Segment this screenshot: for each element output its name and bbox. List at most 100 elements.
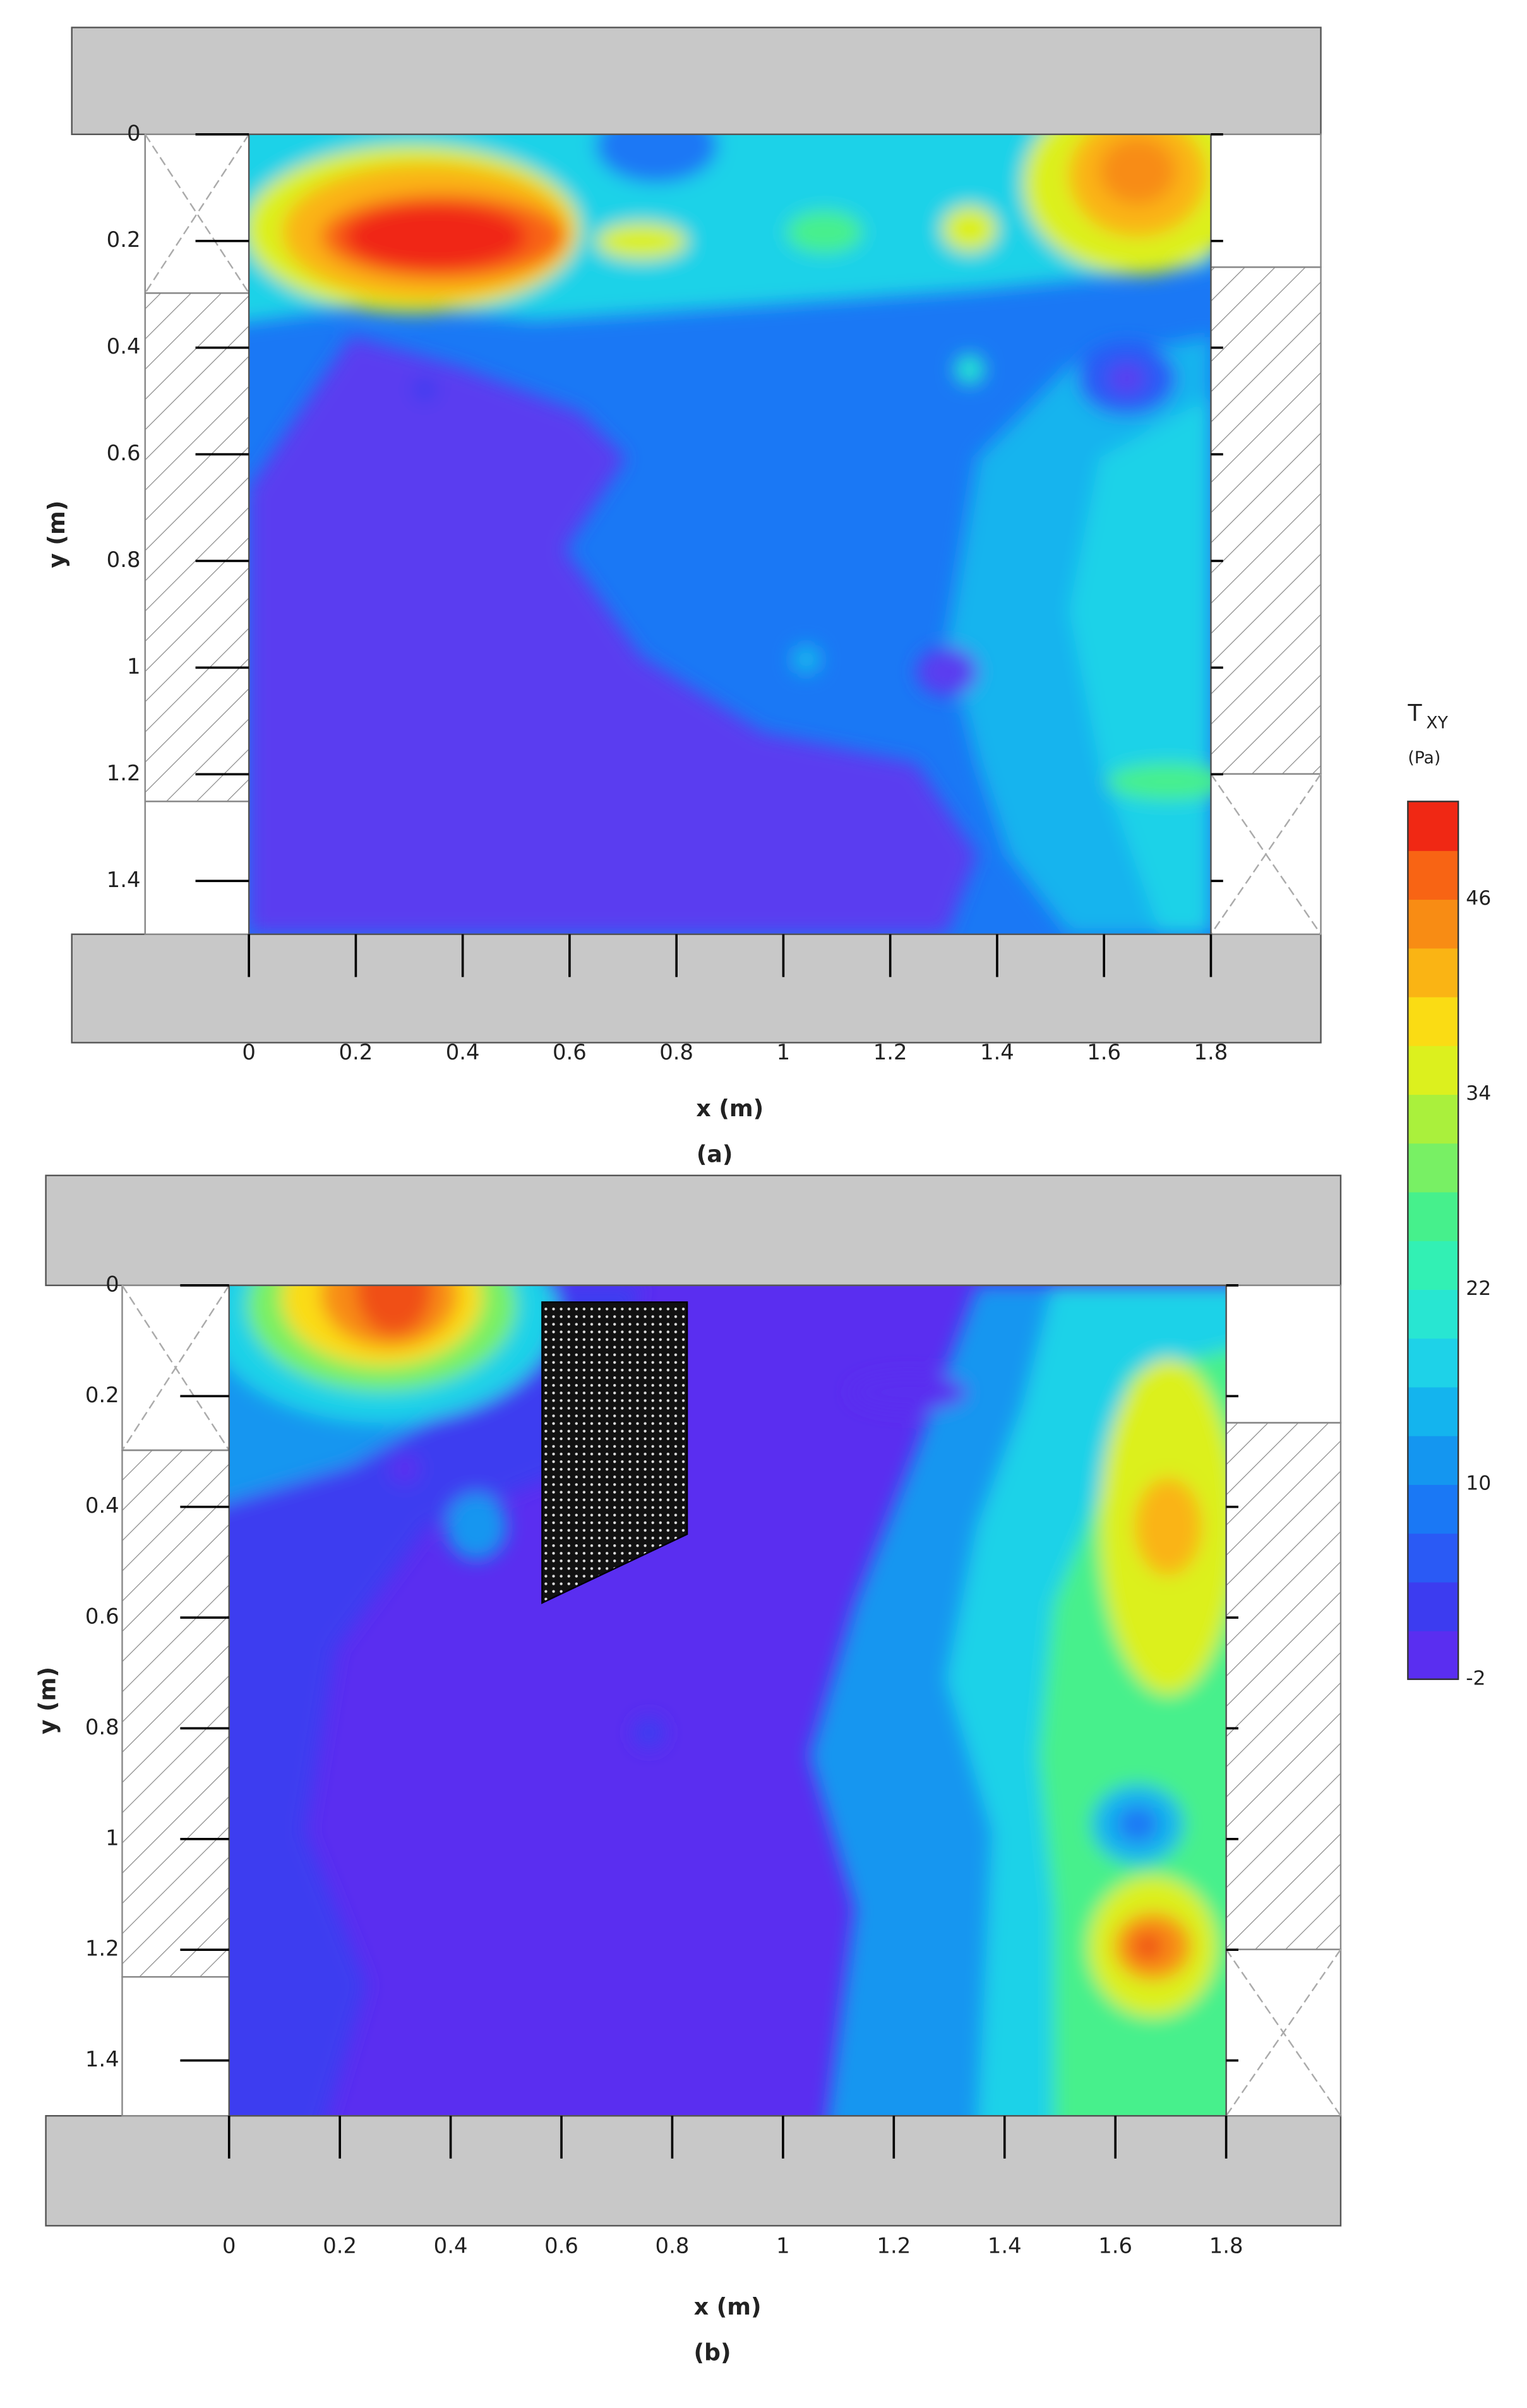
x-axis-title: x (m) — [694, 2293, 762, 2320]
colorbar-band — [1408, 1191, 1459, 1241]
colorbar-band — [1408, 1045, 1459, 1095]
colorbar-band — [1408, 996, 1459, 1046]
shape — [1210, 266, 1322, 775]
shape — [446, 1493, 507, 1561]
y-tick-label: 0.2 — [107, 227, 141, 252]
x-tick-label: 1 — [777, 1040, 791, 1064]
colorbar-band — [1408, 1582, 1459, 1631]
colorbar-tick-label: 10 — [1466, 1472, 1491, 1495]
y-tick-label: 0 — [105, 1272, 119, 1296]
shape — [249, 335, 978, 934]
contour-field-b — [229, 1285, 1226, 2116]
frame-b — [45, 1174, 1342, 2227]
y-tick-label: 0.4 — [107, 334, 141, 359]
colorbar-tick-label: -2 — [1466, 1667, 1485, 1690]
x-tick-label: 1.4 — [988, 2234, 1022, 2258]
colorbar-band — [1408, 1386, 1459, 1436]
y-tick-label: 0.6 — [85, 1604, 119, 1629]
x-tick-label: 1.4 — [980, 1040, 1014, 1064]
colorbar-band — [1408, 1338, 1459, 1388]
x-tick-label: 1 — [776, 2234, 790, 2258]
shape — [596, 223, 688, 260]
colorbar-band — [1408, 1484, 1459, 1534]
colorbar-band — [1408, 1435, 1459, 1485]
colorbar-band — [1408, 898, 1459, 949]
colorbar-band — [1408, 1240, 1459, 1290]
colorbar-border — [1407, 801, 1459, 1680]
x-tick-label: 1.2 — [877, 2234, 911, 2258]
shape: T — [1407, 700, 1422, 727]
x-tick-label: 0.6 — [544, 2234, 578, 2258]
shape — [1108, 363, 1146, 394]
shape — [633, 1717, 664, 1748]
shape — [121, 1449, 230, 1978]
frame-a — [71, 27, 1322, 1044]
colorbar-band — [1408, 850, 1459, 900]
colorbar-tick-label: 46 — [1466, 887, 1491, 910]
shape — [1210, 773, 1322, 935]
colorbar-band — [1408, 801, 1459, 851]
x-axis-title: x (m) — [696, 1095, 764, 1122]
x-tick-label: 0 — [222, 2234, 236, 2258]
shape — [1225, 1284, 1342, 1424]
shape — [1099, 137, 1176, 205]
shape — [1210, 133, 1322, 268]
shape: XY — [1426, 713, 1448, 733]
y-tick-label: 1 — [127, 654, 141, 679]
shape — [71, 933, 1322, 1044]
y-tick-label: 1.4 — [85, 2047, 119, 2071]
y-tick-label: 0.2 — [85, 1383, 119, 1407]
colorbar-band — [1408, 1289, 1459, 1339]
shape — [786, 210, 863, 254]
shape — [71, 27, 1322, 135]
x-tick-label: 0.6 — [553, 1040, 587, 1064]
colorbar-band — [1408, 1094, 1459, 1144]
colorbar-band — [1408, 948, 1459, 998]
x-tick-label: 1.8 — [1209, 2234, 1243, 2258]
shape — [45, 1174, 1342, 1287]
shape — [121, 1976, 230, 2117]
x-tick-label: 0.2 — [323, 2234, 357, 2258]
shape — [850, 1374, 967, 1411]
plot-border-a — [248, 133, 1212, 935]
y-tick-label: 0.8 — [107, 547, 141, 572]
y-tick-label: 1.2 — [85, 1936, 119, 1961]
colorbar-band — [1408, 1630, 1459, 1680]
shape — [1225, 1948, 1341, 2116]
shape — [541, 1301, 688, 1604]
shape — [344, 203, 527, 270]
panel-caption: (b) — [693, 2339, 731, 2366]
shape — [942, 206, 997, 252]
shape — [1133, 1933, 1164, 1960]
x-tick-label: 1.8 — [1194, 1040, 1228, 1064]
x-tick-label: 1.2 — [873, 1040, 907, 1064]
y-tick-label: 1.2 — [107, 761, 141, 785]
colorbar-band — [1408, 1532, 1459, 1583]
shape — [144, 292, 250, 802]
shape — [144, 134, 250, 294]
shape — [954, 354, 985, 385]
shape — [389, 1453, 420, 1484]
colorbar-tick-label: 22 — [1466, 1277, 1491, 1300]
x-tick-label: 0.2 — [339, 1040, 373, 1064]
shape — [791, 644, 822, 675]
shape — [1107, 763, 1211, 800]
shape — [1134, 1477, 1202, 1576]
y-axis-title: y (m) — [33, 1667, 61, 1734]
y-tick-label: 0.8 — [85, 1715, 119, 1739]
shape — [916, 647, 978, 696]
shape — [121, 1285, 230, 1451]
colorbar-tick-label: 34 — [1466, 1082, 1491, 1105]
shape — [144, 801, 250, 935]
shape: (Pa) — [1408, 748, 1440, 768]
y-tick-label: 0.4 — [85, 1493, 119, 1518]
x-tick-label: 1.6 — [1098, 2234, 1132, 2258]
shape — [356, 1285, 433, 1336]
x-tick-label: 1.6 — [1087, 1040, 1121, 1064]
group — [249, 134, 1211, 934]
x-tick-label: 0.8 — [656, 2234, 690, 2258]
shape — [412, 377, 437, 402]
shape — [1069, 396, 1211, 934]
shape — [45, 2115, 1342, 2227]
